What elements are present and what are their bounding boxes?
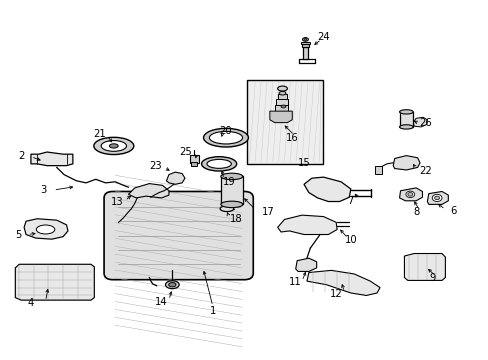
Ellipse shape bbox=[94, 137, 134, 154]
Ellipse shape bbox=[209, 131, 242, 144]
Text: 12: 12 bbox=[329, 289, 342, 299]
Ellipse shape bbox=[109, 144, 118, 148]
Text: 22: 22 bbox=[419, 166, 431, 176]
Text: 19: 19 bbox=[222, 177, 235, 187]
Text: 14: 14 bbox=[155, 297, 167, 307]
Bar bbox=[277, 94, 287, 99]
Text: 11: 11 bbox=[289, 277, 302, 287]
Polygon shape bbox=[15, 264, 94, 300]
Bar bbox=[303, 47, 307, 59]
Ellipse shape bbox=[221, 173, 243, 180]
Bar bbox=[276, 99, 288, 105]
Text: 7: 7 bbox=[347, 196, 353, 206]
Polygon shape bbox=[404, 253, 445, 280]
Text: 18: 18 bbox=[229, 214, 242, 224]
Polygon shape bbox=[128, 184, 168, 198]
Bar bbox=[399, 112, 412, 127]
Ellipse shape bbox=[36, 225, 55, 234]
Text: 3: 3 bbox=[41, 185, 47, 195]
Polygon shape bbox=[392, 156, 419, 170]
FancyBboxPatch shape bbox=[104, 192, 253, 280]
Polygon shape bbox=[24, 219, 68, 239]
Text: 26: 26 bbox=[419, 118, 431, 128]
Text: 8: 8 bbox=[412, 207, 418, 217]
Ellipse shape bbox=[206, 159, 231, 168]
Ellipse shape bbox=[407, 193, 412, 196]
Text: 17: 17 bbox=[261, 207, 274, 217]
Polygon shape bbox=[306, 270, 379, 296]
Text: 13: 13 bbox=[110, 197, 123, 207]
Bar bbox=[191, 162, 197, 166]
Bar bbox=[300, 42, 310, 44]
Ellipse shape bbox=[221, 201, 243, 208]
Text: 16: 16 bbox=[285, 133, 298, 143]
Ellipse shape bbox=[281, 105, 285, 108]
Polygon shape bbox=[427, 192, 447, 204]
Ellipse shape bbox=[399, 110, 412, 114]
Text: 2: 2 bbox=[18, 150, 24, 161]
Text: 21: 21 bbox=[93, 129, 105, 139]
Bar bbox=[374, 166, 382, 174]
Ellipse shape bbox=[101, 140, 126, 151]
Ellipse shape bbox=[203, 129, 248, 147]
Text: 23: 23 bbox=[149, 161, 162, 171]
Text: 10: 10 bbox=[344, 235, 356, 245]
Text: 9: 9 bbox=[428, 273, 434, 283]
Polygon shape bbox=[304, 177, 350, 202]
Bar bbox=[246, 80, 322, 164]
Ellipse shape bbox=[168, 283, 176, 287]
Ellipse shape bbox=[434, 196, 439, 200]
Ellipse shape bbox=[279, 91, 285, 95]
Bar bbox=[189, 155, 198, 163]
Text: 20: 20 bbox=[219, 126, 232, 135]
Ellipse shape bbox=[405, 191, 414, 198]
Polygon shape bbox=[399, 188, 422, 201]
Polygon shape bbox=[31, 152, 73, 166]
Text: 6: 6 bbox=[449, 206, 455, 216]
Ellipse shape bbox=[220, 206, 233, 212]
Text: 15: 15 bbox=[297, 158, 310, 168]
Polygon shape bbox=[295, 258, 316, 271]
Ellipse shape bbox=[277, 86, 287, 91]
Ellipse shape bbox=[302, 38, 308, 41]
Polygon shape bbox=[412, 117, 427, 127]
Text: 24: 24 bbox=[317, 32, 329, 42]
Text: 25: 25 bbox=[179, 147, 192, 157]
Bar bbox=[221, 176, 243, 204]
Polygon shape bbox=[166, 172, 184, 184]
Ellipse shape bbox=[165, 281, 179, 289]
Ellipse shape bbox=[431, 194, 441, 202]
Polygon shape bbox=[269, 111, 292, 123]
Text: 4: 4 bbox=[28, 298, 34, 308]
Bar bbox=[274, 105, 288, 112]
Text: 5: 5 bbox=[15, 230, 21, 239]
Ellipse shape bbox=[399, 125, 412, 129]
Ellipse shape bbox=[201, 157, 236, 171]
Bar bbox=[301, 44, 309, 47]
Polygon shape bbox=[277, 215, 336, 234]
Text: 1: 1 bbox=[209, 306, 216, 316]
Ellipse shape bbox=[304, 39, 306, 40]
